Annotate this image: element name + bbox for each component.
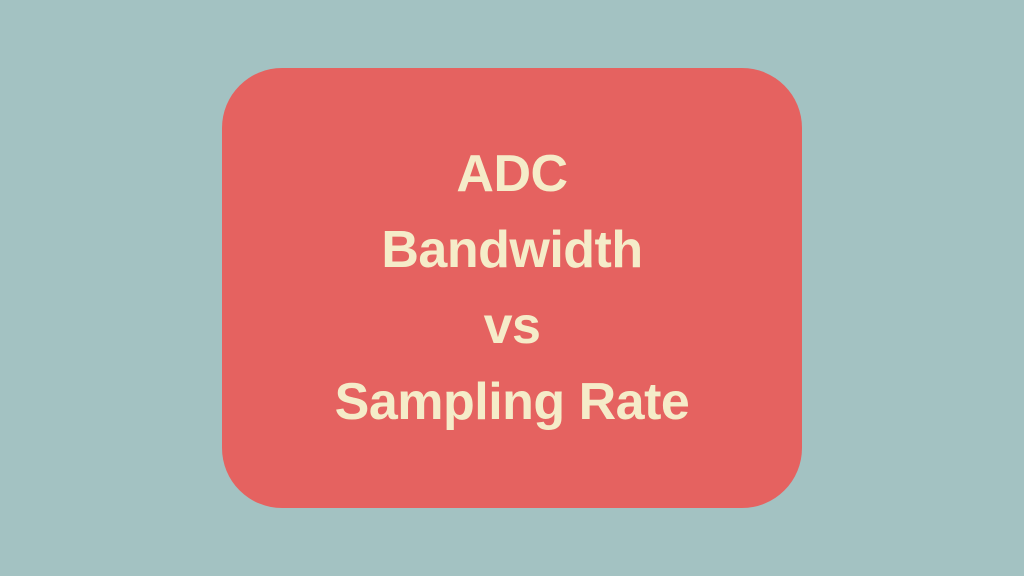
title-line-3: vs: [484, 288, 541, 364]
title-line-2: Bandwidth: [381, 212, 642, 288]
title-line-4: Sampling Rate: [335, 364, 690, 440]
title-line-1: ADC: [456, 136, 567, 212]
title-card: ADC Bandwidth vs Sampling Rate: [222, 68, 802, 508]
